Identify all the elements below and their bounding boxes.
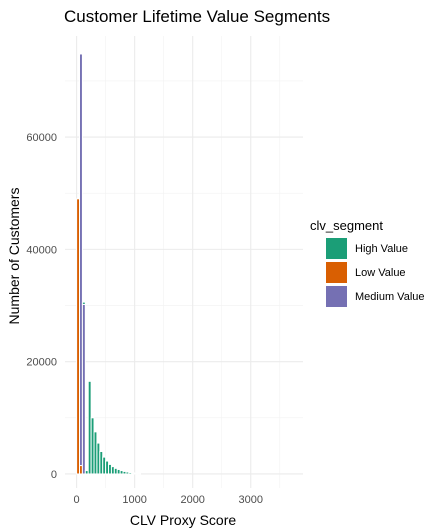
y-tick-label: 40000: [26, 244, 57, 256]
x-axis-ticks: 0 1000 2000 3000: [74, 494, 263, 506]
bar-high-value: [81, 301, 86, 305]
legend: clv_segment High Value Low Value Medium Va…: [310, 218, 425, 307]
x-tick-label: 3000: [239, 494, 263, 506]
legend-key-low-value: [326, 262, 347, 283]
y-tick-label: 0: [51, 469, 57, 481]
grid: [65, 36, 303, 488]
bar-medium-value: [79, 53, 83, 467]
legend-label: Medium Value: [355, 291, 425, 303]
x-tick-label: 1000: [122, 494, 146, 506]
legend-label: High Value: [355, 243, 408, 255]
bar-medium-value: [81, 303, 86, 475]
legend-title: clv_segment: [310, 218, 383, 233]
legend-label: Low Value: [355, 267, 406, 279]
bar-high-value: [137, 472, 141, 475]
y-axis-ticks: 0 20000 40000 60000: [26, 132, 57, 481]
legend-key-high-value: [326, 238, 347, 259]
legend-key-medium-value: [326, 286, 347, 307]
x-axis-title: CLV Proxy Score: [130, 512, 237, 528]
chart-title: Customer Lifetime Value Segments: [64, 7, 330, 26]
y-axis-title: Number of Customers: [6, 188, 22, 325]
y-tick-label: 60000: [26, 132, 57, 144]
x-tick-label: 0: [74, 494, 80, 506]
bars: [76, 53, 141, 475]
x-tick-label: 2000: [180, 494, 204, 506]
y-tick-label: 20000: [26, 357, 57, 369]
